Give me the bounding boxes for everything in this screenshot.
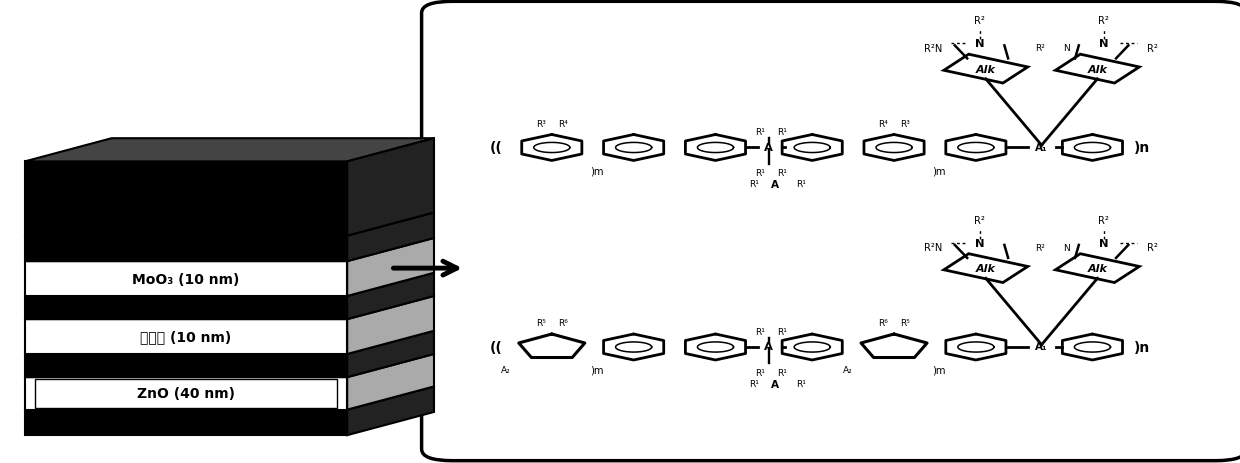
Text: )m: )m xyxy=(590,166,604,176)
Polygon shape xyxy=(347,139,434,236)
Polygon shape xyxy=(25,319,347,354)
Polygon shape xyxy=(25,162,347,236)
Polygon shape xyxy=(25,410,347,435)
Text: N: N xyxy=(1063,44,1070,53)
Text: R¹: R¹ xyxy=(796,379,806,388)
Text: R²: R² xyxy=(1035,44,1045,53)
Text: N: N xyxy=(1063,243,1070,252)
Text: R⁶: R⁶ xyxy=(558,319,568,327)
Text: ZnO (40 nm): ZnO (40 nm) xyxy=(136,387,236,400)
Text: R¹: R¹ xyxy=(777,169,787,178)
Text: R²N: R²N xyxy=(924,243,942,253)
Text: A₁: A₁ xyxy=(1035,142,1048,152)
Text: R¹: R¹ xyxy=(796,180,806,188)
Text: R¹: R¹ xyxy=(777,128,787,137)
FancyBboxPatch shape xyxy=(35,379,337,408)
Text: A: A xyxy=(771,379,779,389)
Text: 界面层 (10 nm): 界面层 (10 nm) xyxy=(140,330,232,344)
Text: R⁴: R⁴ xyxy=(558,119,568,128)
Text: Alk: Alk xyxy=(1087,263,1107,274)
Polygon shape xyxy=(25,213,434,236)
Text: R¹: R¹ xyxy=(755,327,765,336)
Text: R⁶: R⁶ xyxy=(878,319,888,327)
Text: )m: )m xyxy=(932,365,946,375)
Text: )m: )m xyxy=(932,166,946,176)
Text: A₁: A₁ xyxy=(1035,341,1048,351)
Text: R²: R² xyxy=(975,215,985,225)
Text: A: A xyxy=(764,142,774,152)
Polygon shape xyxy=(25,236,347,262)
Polygon shape xyxy=(347,331,434,377)
Text: Alk: Alk xyxy=(1087,64,1107,75)
Text: Alk: Alk xyxy=(976,64,996,75)
Polygon shape xyxy=(25,262,347,296)
Text: R²: R² xyxy=(1035,243,1045,252)
Text: A: A xyxy=(764,341,774,351)
Text: MoO₃ (10 nm): MoO₃ (10 nm) xyxy=(133,272,239,286)
Polygon shape xyxy=(25,331,434,354)
Text: R¹: R¹ xyxy=(749,180,759,188)
Text: )n: )n xyxy=(1133,141,1149,155)
Text: )m: )m xyxy=(590,365,604,375)
Text: R¹: R¹ xyxy=(755,368,765,377)
Text: N: N xyxy=(1099,39,1109,49)
Polygon shape xyxy=(25,238,434,262)
Text: ((: (( xyxy=(490,141,502,155)
Text: A₂: A₂ xyxy=(843,365,853,374)
Polygon shape xyxy=(25,139,434,162)
Polygon shape xyxy=(347,273,434,319)
Text: N: N xyxy=(975,238,985,248)
Text: R³: R³ xyxy=(536,119,546,128)
Polygon shape xyxy=(25,354,347,377)
Polygon shape xyxy=(1055,254,1140,283)
Text: R⁵: R⁵ xyxy=(900,319,910,327)
Polygon shape xyxy=(25,296,347,319)
Text: R⁵: R⁵ xyxy=(536,319,546,327)
Text: R¹: R¹ xyxy=(749,379,759,388)
Polygon shape xyxy=(347,387,434,435)
FancyBboxPatch shape xyxy=(422,2,1240,461)
Polygon shape xyxy=(25,354,434,377)
Text: R²: R² xyxy=(1099,16,1109,26)
Text: R¹: R¹ xyxy=(755,128,765,137)
Text: Alk: Alk xyxy=(976,263,996,274)
Polygon shape xyxy=(1055,55,1140,84)
Polygon shape xyxy=(944,254,1028,283)
Polygon shape xyxy=(25,377,347,410)
Text: N: N xyxy=(1099,238,1109,248)
Polygon shape xyxy=(25,387,434,410)
Text: R³: R³ xyxy=(900,119,910,128)
Text: R¹: R¹ xyxy=(755,169,765,178)
Text: R¹: R¹ xyxy=(777,368,787,377)
Text: N: N xyxy=(975,39,985,49)
Polygon shape xyxy=(25,273,434,296)
Polygon shape xyxy=(944,55,1028,84)
Polygon shape xyxy=(347,354,434,410)
Text: A: A xyxy=(771,180,779,190)
Text: R²: R² xyxy=(975,16,985,26)
Text: ((: (( xyxy=(490,340,502,354)
Text: R²: R² xyxy=(1099,215,1109,225)
Polygon shape xyxy=(25,296,434,319)
Text: )n: )n xyxy=(1133,340,1149,354)
Text: R⁴: R⁴ xyxy=(878,119,888,128)
Polygon shape xyxy=(347,213,434,262)
Text: R²N: R²N xyxy=(924,44,942,54)
Polygon shape xyxy=(347,238,434,296)
Text: R¹: R¹ xyxy=(777,327,787,336)
Text: A₂: A₂ xyxy=(501,365,511,374)
Polygon shape xyxy=(347,296,434,354)
Text: R²: R² xyxy=(1147,243,1158,253)
Text: R²: R² xyxy=(1147,44,1158,54)
